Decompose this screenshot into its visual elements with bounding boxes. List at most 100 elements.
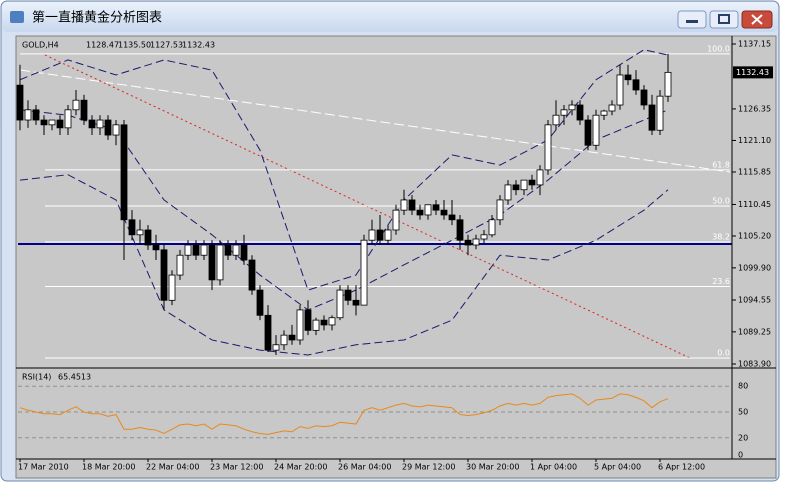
price-box-label: 1132.43	[736, 68, 769, 77]
candle-body	[216, 244, 224, 281]
rsi-tick-label: 20	[738, 433, 748, 442]
trend-line	[19, 69, 731, 173]
candle-body	[224, 244, 232, 256]
candle-body	[440, 209, 448, 216]
candle-body	[280, 334, 288, 346]
candle-body	[56, 119, 64, 129]
minimize-button[interactable]	[677, 10, 707, 29]
candle-body	[144, 229, 152, 246]
candle-body	[648, 104, 656, 131]
fib-label: 50.0	[712, 196, 730, 205]
x-tick-label: 29 Mar 12:00	[402, 463, 455, 472]
trend-line	[44, 54, 691, 359]
fib-label: 23.6	[712, 277, 730, 286]
x-tick-label: 6 Apr 12:00	[658, 463, 705, 472]
candle-body	[176, 254, 184, 276]
candle-body	[624, 74, 632, 81]
ohlc-label: 1135.50	[118, 41, 151, 50]
candle-body	[552, 114, 560, 126]
candle-body	[344, 289, 352, 301]
candle-body	[16, 84, 24, 121]
candle-body	[40, 119, 48, 126]
candle-body	[544, 124, 552, 171]
candle-body	[72, 99, 80, 111]
candle-body	[24, 109, 32, 121]
candle-body	[640, 89, 648, 106]
y-tick-label: 1110.45	[738, 200, 771, 209]
candle-body	[392, 209, 400, 231]
candle-body	[504, 184, 512, 201]
fib-label: 100.0	[707, 44, 730, 53]
candle-body	[240, 244, 248, 261]
x-tick-label: 17 Mar 2010	[18, 463, 69, 472]
candle-body	[368, 229, 376, 241]
candle-body	[496, 199, 504, 221]
fib-label: 38.2	[712, 233, 730, 242]
candle-body	[512, 184, 520, 191]
candle-body	[272, 344, 280, 351]
candle-body	[80, 99, 88, 121]
candle-body	[416, 209, 424, 216]
maximize-icon	[718, 14, 730, 24]
candle-body	[664, 71, 672, 97]
y-tick-label: 1099.90	[738, 263, 771, 272]
ohlc-label: 1132.43	[182, 41, 215, 50]
candle-body	[472, 238, 480, 246]
candle-body	[656, 95, 664, 131]
x-tick-label: 26 Mar 04:00	[338, 463, 391, 472]
band-line	[19, 174, 669, 356]
candle-body	[208, 244, 216, 281]
candle-body	[336, 289, 344, 319]
candle-body	[296, 309, 304, 341]
candle-body	[536, 169, 544, 186]
candle-body	[480, 234, 488, 240]
candle-body	[48, 119, 56, 126]
candle-body	[120, 124, 128, 221]
fib-label: 0.0	[717, 348, 730, 357]
candle-body	[136, 229, 144, 236]
y-tick-label: 1094.55	[738, 295, 771, 304]
candle-body	[88, 119, 96, 129]
candle-body	[424, 204, 432, 216]
candle-body	[200, 244, 208, 256]
rsi-tick-label: 0	[738, 451, 743, 460]
candle-body	[96, 119, 104, 129]
window-title: 第一直播黄金分析图表	[32, 10, 162, 26]
rsi-tick-label: 50	[738, 408, 748, 417]
candle-body	[112, 124, 120, 136]
candle-body	[376, 229, 384, 241]
candle-body	[264, 314, 272, 351]
close-icon	[751, 14, 763, 25]
candle-body	[384, 229, 392, 241]
rsi-line	[19, 393, 669, 435]
candle-body	[528, 179, 536, 186]
candle-body	[32, 109, 40, 121]
band-line	[19, 109, 669, 311]
candle-body	[408, 199, 416, 211]
candle-body	[400, 199, 408, 211]
candle-body	[168, 274, 176, 301]
candle-body	[464, 239, 472, 246]
candle-body	[360, 239, 368, 306]
candle-body	[320, 319, 328, 326]
candle-body	[568, 104, 576, 111]
candle-body	[592, 114, 600, 146]
y-tick-label: 1121.10	[738, 136, 771, 145]
x-tick-label: 22 Mar 04:00	[146, 463, 199, 472]
candle-body	[576, 104, 584, 121]
candle-body	[232, 244, 240, 256]
maximize-button[interactable]	[709, 10, 739, 29]
y-tick-label: 1126.35	[738, 104, 771, 113]
candle-body	[584, 119, 592, 146]
candle-body	[160, 249, 168, 301]
candle-body	[304, 309, 312, 331]
fib-label: 61.8	[712, 160, 730, 169]
candle-body	[520, 179, 528, 191]
candle-body	[256, 289, 264, 316]
candle-body	[152, 244, 160, 251]
candle-body	[288, 334, 296, 341]
x-tick-label: 24 Mar 20:00	[274, 463, 327, 472]
rsi-value: 65.4513	[58, 373, 91, 382]
candle-body	[560, 109, 568, 116]
minimize-icon	[686, 20, 698, 23]
